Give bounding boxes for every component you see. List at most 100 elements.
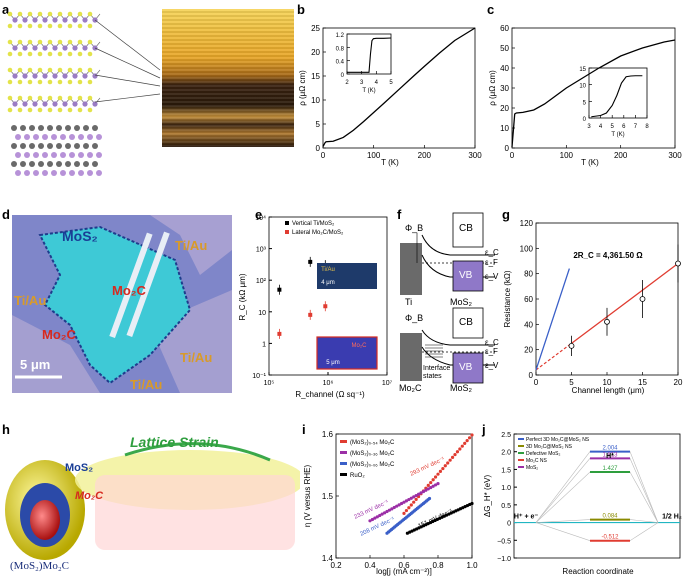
panel-c: c 0 100 200 300 0 10 20 30 40 50 60 T (K) ρ (μΩ cm) 3… — [485, 0, 685, 185]
cb-bottom: CB — [459, 317, 473, 328]
sulfur-atom — [67, 51, 73, 57]
mo-atom — [62, 101, 68, 107]
mo-atom — [12, 17, 18, 23]
tick-label: 5 — [611, 124, 615, 130]
energy-label: 0.084 — [602, 514, 618, 520]
legend-label: Mo₂C NS — [526, 458, 547, 464]
inset-line — [347, 37, 392, 73]
blue-line — [535, 268, 570, 371]
panel-g: g 0 5 10 15 20 0 20 40 60 80 100 120 2R_C = 4,361.50… — [500, 205, 685, 405]
data-point — [429, 480, 433, 485]
mo-atom — [32, 101, 38, 107]
panel-label-g: g — [502, 207, 510, 222]
tick-label: 0.8 — [336, 46, 345, 52]
tick-label: 10⁻¹ — [252, 373, 266, 380]
bulk-atom — [92, 161, 98, 167]
sulfur-atom — [27, 23, 33, 29]
mo-atom — [52, 45, 58, 51]
label-mo2c-left: Mo₂C — [42, 327, 76, 342]
reaction-path — [535, 451, 659, 523]
panel-label-i: i — [302, 422, 306, 437]
heterostructure-illustration — [5, 442, 300, 560]
tick-label: 100 — [367, 151, 381, 160]
sulfur-atom — [87, 79, 93, 85]
sulfur-atom — [27, 107, 33, 113]
panel-label-c: c — [487, 2, 495, 17]
bulk-atom — [65, 161, 71, 167]
data-point — [375, 515, 379, 519]
legend-swatch — [340, 473, 347, 476]
tick-label: −0.5 — [497, 538, 511, 545]
sulfur-atom — [47, 39, 53, 45]
mo-atom — [32, 45, 38, 51]
inset-x-label: T (K) — [362, 88, 375, 94]
data-point — [370, 517, 375, 522]
bulk-atom — [87, 134, 93, 140]
sulfur-atom — [17, 79, 23, 85]
tick-label: 40 — [500, 64, 509, 73]
sulfur-atom — [47, 79, 53, 85]
legend-swatch — [518, 466, 524, 468]
tick-label: 5 — [389, 80, 393, 86]
tick-label: 1.0 — [501, 485, 511, 492]
data-point — [436, 472, 440, 476]
phi-b-top: Φ_B — [405, 223, 424, 233]
tick-label: 5 — [569, 378, 574, 387]
h-mos2-label: MoS₂ — [65, 462, 94, 474]
inset-bottom-scale: 5 μm — [326, 360, 339, 366]
legend: (MoS₂)₀.₅₄ Mo₂C (MoS₂)₀.₃₆ Mo₂C (MoS₂)₀.₀₆… — [340, 440, 395, 479]
reaction-path — [535, 471, 659, 523]
panel-b: b 0 100 200 300 0 5 10 15 20 25 T (K) ρ (μΩ cm) 2 3 4 5… — [295, 0, 485, 185]
sulfur-atom — [77, 107, 83, 113]
legend-label: 3D Mo₂C@MoS₂ NS — [526, 444, 573, 450]
sulfur-atom — [47, 95, 53, 101]
data-point — [465, 438, 469, 443]
tick-label: 0.4 — [364, 561, 376, 570]
sulfur-atom — [17, 107, 23, 113]
mo-atom — [82, 73, 88, 79]
sulfur-atom — [37, 51, 43, 57]
data-point — [424, 488, 428, 492]
sulfur-atom — [77, 39, 83, 45]
fit-line — [571, 263, 679, 344]
y-axis-label: ΔG_H* (eV) — [483, 475, 492, 518]
tick-label: 25 — [311, 24, 320, 33]
tick-label: 100 — [560, 151, 574, 160]
tick-label: 10 — [603, 378, 612, 387]
bulk-atom — [20, 125, 26, 131]
sulfur-atom — [47, 107, 53, 113]
mo-atom — [42, 45, 48, 51]
tick-label: 0 — [505, 144, 510, 153]
bulk-atom — [69, 152, 75, 158]
h-mo2c-label: Mo₂C — [75, 490, 104, 502]
device-micrograph — [12, 215, 232, 393]
bulk-atom — [65, 125, 71, 131]
tick-label: 300 — [468, 151, 482, 160]
data-point — [387, 508, 392, 512]
tick-label: 50 — [500, 44, 509, 53]
lattice-strain-label: Lattice Strain — [130, 434, 219, 450]
bulk-atom — [56, 143, 62, 149]
data-point — [323, 304, 328, 309]
bulk-atom — [69, 134, 75, 140]
x-axis-label: Reaction coordinate — [562, 567, 634, 576]
panel-label-f: f — [397, 207, 402, 222]
ec-top: ε_C — [485, 248, 499, 257]
tick-label: 100 — [520, 244, 534, 253]
mo-atom — [62, 45, 68, 51]
data-point — [392, 505, 396, 510]
data-point — [395, 504, 399, 508]
legend-label: (MoS₂)₀.₃₆ Mo₂C — [350, 451, 395, 457]
mo-atom — [82, 17, 88, 23]
data-point — [402, 500, 406, 504]
data-point — [414, 497, 418, 501]
sulfur-atom — [57, 39, 63, 45]
data-point — [277, 287, 282, 292]
legend-swatch — [518, 459, 524, 461]
plot-frame — [346, 33, 392, 75]
data-point — [409, 496, 413, 500]
tick-label: 15 — [638, 378, 647, 387]
tick-label: −1.0 — [497, 556, 511, 563]
sulfur-atom — [57, 79, 63, 85]
data-point — [368, 519, 372, 523]
